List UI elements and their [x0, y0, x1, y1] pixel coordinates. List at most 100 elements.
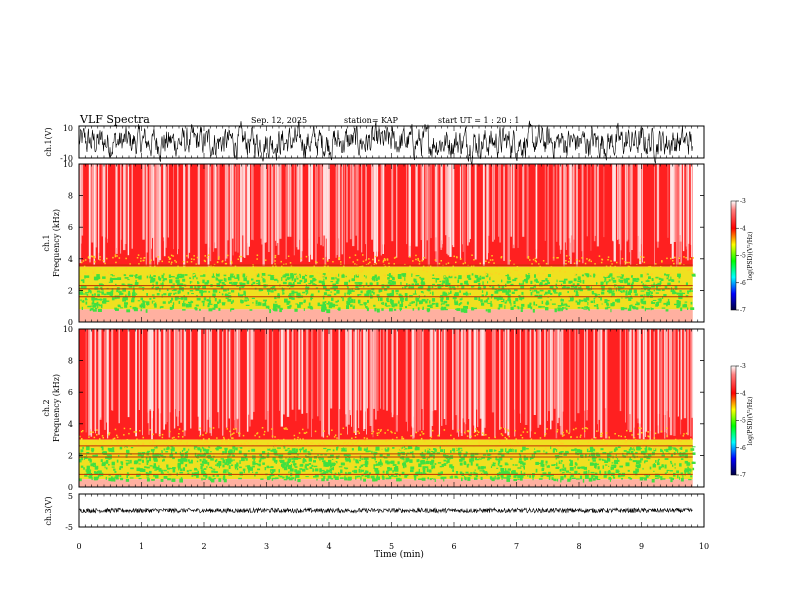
psd-cell: [404, 474, 408, 478]
psd-streak: [149, 164, 152, 267]
psd-cell: [642, 467, 644, 470]
psd-cell: [299, 449, 301, 453]
colorbar-tick-label: -6: [740, 280, 746, 287]
psd-cell: [543, 450, 545, 453]
psd-cell: [211, 478, 215, 483]
psd-streak: [310, 164, 312, 255]
psd-cell: [125, 267, 127, 270]
psd-cell: [145, 472, 148, 474]
psd-cell: [162, 301, 166, 304]
psd-cell: [623, 448, 625, 450]
psd-streak: [452, 164, 455, 248]
psd-cell: [144, 301, 147, 303]
psd-cell: [322, 273, 326, 275]
psd-cell: [178, 442, 181, 444]
psd-cell: [410, 286, 415, 289]
psd-cell: [666, 427, 668, 430]
psd-cell: [690, 287, 693, 289]
psd-cell: [432, 465, 436, 469]
psd-cell: [471, 286, 475, 288]
psd-cell: [194, 472, 198, 476]
psd-cell: [406, 458, 408, 463]
psd-cell: [402, 443, 405, 445]
psd-cell: [478, 443, 480, 446]
psd-streak: [520, 329, 521, 423]
psd-cell: [134, 282, 137, 286]
psd-cell: [517, 442, 519, 444]
psd-cell: [582, 279, 585, 284]
psd-cell: [393, 303, 395, 308]
psd-cell: [197, 281, 199, 283]
psd-cell: [638, 427, 640, 429]
psd-cell: [304, 465, 307, 469]
psd-cell: [359, 466, 362, 469]
psd-cell: [261, 273, 266, 276]
psd-cell: [647, 435, 649, 437]
psd-cell: [369, 261, 371, 264]
psd-cell: [340, 462, 345, 466]
psd-cell: [524, 459, 527, 461]
psd-cell: [504, 267, 506, 270]
psd-cell: [90, 268, 92, 270]
psd-cell: [529, 266, 531, 269]
psd-cell: [282, 281, 287, 285]
psd-cell: [574, 285, 578, 290]
psd-cell: [305, 286, 310, 289]
psd-streak: [686, 164, 689, 261]
psd-cell: [473, 307, 477, 310]
psd-cell: [189, 281, 192, 284]
psd-cell: [167, 268, 170, 270]
psd-cell: [575, 290, 578, 294]
psd-cell: [647, 286, 650, 289]
psd-cell: [637, 433, 639, 435]
psd-cell: [120, 439, 123, 441]
psd-cell: [274, 308, 278, 312]
psd-cell: [672, 290, 676, 295]
psd-cell: [402, 446, 404, 449]
psd-cell: [560, 268, 563, 270]
psd-cell: [228, 461, 230, 465]
psd-cell: [576, 436, 578, 438]
psd-cell: [585, 470, 588, 475]
psd-cell: [644, 448, 646, 450]
psd-cell: [653, 437, 656, 439]
psd-cell: [453, 255, 455, 258]
psd-cell: [397, 275, 402, 279]
psd-cell: [595, 452, 599, 457]
psd-cell: [279, 271, 281, 273]
psd-cell: [669, 470, 673, 472]
psd-cell: [135, 431, 137, 433]
psd-cell: [574, 470, 578, 475]
psd-streak: [355, 164, 357, 236]
psd-cell: [668, 279, 671, 282]
psd-cell: [342, 297, 344, 302]
psd-cell: [266, 465, 270, 469]
psd-cell: [537, 462, 542, 464]
psd-cell: [598, 458, 602, 461]
psd-cell: [272, 457, 275, 461]
psd-cell: [189, 285, 193, 289]
psd-cell: [114, 255, 117, 258]
psd-cell: [535, 468, 538, 473]
psd-cell: [277, 305, 281, 309]
psd-cell: [487, 309, 491, 313]
psd-streak: [477, 329, 479, 428]
psd-cell: [85, 292, 89, 294]
psd-cell: [542, 272, 545, 275]
psd-cell: [588, 454, 590, 457]
psd-cell: [302, 428, 304, 431]
psd-streak: [338, 164, 341, 261]
psd-cell: [287, 447, 290, 450]
psd-streak: [624, 164, 627, 264]
psd-cell: [287, 476, 290, 480]
psd-cell: [593, 273, 596, 278]
psd-cell: [80, 456, 84, 461]
psd-cell: [399, 303, 403, 307]
psd-cell: [199, 271, 201, 273]
psd-cell: [154, 302, 157, 305]
psd-cell: [186, 255, 188, 257]
psd-cell: [350, 440, 353, 443]
psd-cell: [152, 454, 156, 458]
psd-cell: [670, 265, 672, 267]
psd-cell: [360, 464, 364, 467]
